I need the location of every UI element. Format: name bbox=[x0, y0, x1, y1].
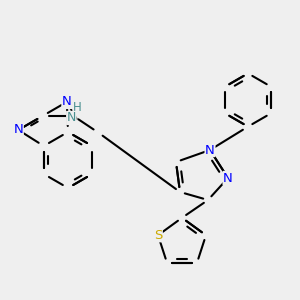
Text: H: H bbox=[73, 101, 82, 115]
Text: N: N bbox=[205, 143, 215, 157]
Text: N: N bbox=[62, 95, 72, 109]
Text: S: S bbox=[154, 229, 162, 242]
Text: N: N bbox=[67, 112, 76, 124]
Text: N: N bbox=[14, 124, 23, 136]
Text: N: N bbox=[223, 172, 233, 184]
